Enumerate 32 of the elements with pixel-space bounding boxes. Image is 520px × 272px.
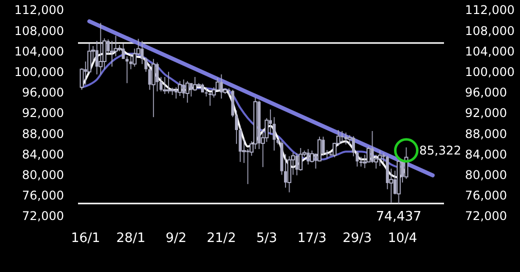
x-tick-label: 10/4 bbox=[388, 231, 418, 246]
y-tick-label: 92,000 bbox=[22, 106, 64, 120]
y2-tick-label: 84,000 bbox=[465, 147, 507, 162]
annotation: 85,322 bbox=[419, 144, 462, 158]
x-tick-label: 16/1 bbox=[70, 231, 100, 246]
y-tick-label: 108,000 bbox=[14, 24, 64, 38]
y2-tick-label: 92,000 bbox=[465, 106, 507, 120]
x-tick-label: 5/3 bbox=[256, 231, 278, 246]
y-tick-label: 76,000 bbox=[22, 188, 64, 203]
y2-tick-label: 88,000 bbox=[465, 126, 507, 141]
y2-tick-label: 72,000 bbox=[465, 209, 507, 224]
x-tick-label: 17/3 bbox=[297, 231, 327, 246]
y-tick-label: 84,000 bbox=[22, 147, 64, 162]
x-tick-label: 9/2 bbox=[166, 231, 187, 246]
y2-tick-label: 96,000 bbox=[465, 86, 507, 100]
y-tick-label: 104,000 bbox=[14, 44, 64, 58]
y-tick-label: 88,000 bbox=[22, 126, 64, 141]
x-tick-label: 28/1 bbox=[116, 231, 146, 246]
y2-tick-label: 100,000 bbox=[465, 65, 515, 79]
annotation: 74,437 bbox=[376, 209, 422, 224]
x-tick-label: 29/3 bbox=[342, 231, 372, 246]
y2-tick-label: 80,000 bbox=[465, 168, 507, 182]
y-tick-label: 100,000 bbox=[14, 65, 64, 79]
x-tick-label: 21/2 bbox=[206, 231, 236, 246]
y-tick-label: 96,000 bbox=[22, 86, 64, 100]
y2-tick-label: 76,000 bbox=[465, 188, 507, 203]
y2-tick-label: 108,000 bbox=[465, 24, 515, 38]
y2-tick-label: 112,000 bbox=[465, 3, 515, 18]
y2-tick-label: 104,000 bbox=[465, 44, 515, 58]
y-tick-label: 112,000 bbox=[14, 3, 64, 18]
y-tick-label: 72,000 bbox=[22, 209, 64, 224]
y-tick-label: 80,000 bbox=[22, 168, 64, 182]
